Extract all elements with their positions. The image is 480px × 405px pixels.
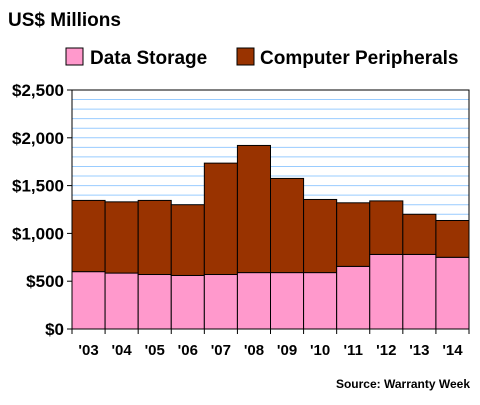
bar-data-storage-9 (369, 253, 404, 330)
bar-computer-peripherals-9 (369, 200, 404, 255)
x-tick-label: '05 (145, 342, 165, 359)
bar-computer-peripherals-5 (236, 144, 272, 274)
x-tick-label: '08 (244, 342, 264, 359)
bar-data-storage-2 (137, 274, 172, 330)
x-tick-label: '13 (409, 342, 429, 359)
x-tick-label: '12 (376, 342, 396, 359)
legend-label-data-storage: Data Storage (90, 48, 207, 69)
bar-computer-peripherals-3 (170, 204, 205, 276)
bar-computer-peripherals-11 (435, 219, 470, 258)
y-tick-label: $2,000 (12, 129, 64, 148)
bar-data-storage-4 (203, 274, 238, 330)
y-tick-label: $1,000 (12, 224, 64, 243)
x-tick-label: '03 (78, 342, 98, 359)
x-tick-label: '07 (211, 342, 231, 359)
bar-data-storage-5 (236, 272, 272, 330)
bar-data-storage-3 (170, 274, 205, 330)
x-tick-label: '04 (111, 342, 132, 359)
x-tick-label: '10 (310, 342, 330, 359)
legend-swatch-computer-peripherals (236, 47, 255, 66)
y-tick-label: $1,500 (12, 177, 64, 196)
bar-data-storage-1 (104, 272, 139, 330)
chart-title: US$ Millions (8, 10, 121, 31)
bar-data-storage-8 (336, 265, 371, 330)
source-note: Source: Warranty Week (336, 377, 470, 391)
bar-computer-peripherals-7 (303, 198, 338, 274)
bar-computer-peripherals-8 (336, 202, 371, 267)
y-tick-label: $500 (26, 272, 64, 291)
x-tick-label: '14 (442, 342, 463, 359)
bar-computer-peripherals-0 (71, 199, 106, 273)
bar-computer-peripherals-4 (203, 162, 238, 276)
bar-computer-peripherals-10 (402, 213, 437, 255)
plot-area: '03 '04 '05 '06 '07 '08 '09 '10 '11 '12 '13 '14 $0 $5… (12, 81, 470, 359)
legend-label-computer-peripherals: Computer Peripherals (260, 48, 459, 69)
legend-swatch-data-storage (65, 47, 84, 66)
bar-computer-peripherals-2 (137, 199, 172, 276)
bar-data-storage-10 (402, 253, 437, 330)
bar-data-storage-7 (303, 272, 338, 330)
bar-data-storage-11 (435, 256, 470, 330)
bar-data-storage-6 (270, 272, 305, 330)
x-tick-label: '11 (343, 342, 362, 359)
y-tick-label: $2,500 (12, 81, 64, 100)
x-tick-label: '09 (277, 342, 297, 359)
legend: Data Storage Computer Peripherals (65, 47, 459, 69)
bar-computer-peripherals-1 (104, 201, 139, 274)
y-tick-label: $0 (45, 320, 64, 339)
bar-data-storage-0 (71, 271, 106, 330)
bar-computer-peripherals-6 (270, 177, 305, 274)
x-tick-label: '06 (178, 342, 198, 359)
